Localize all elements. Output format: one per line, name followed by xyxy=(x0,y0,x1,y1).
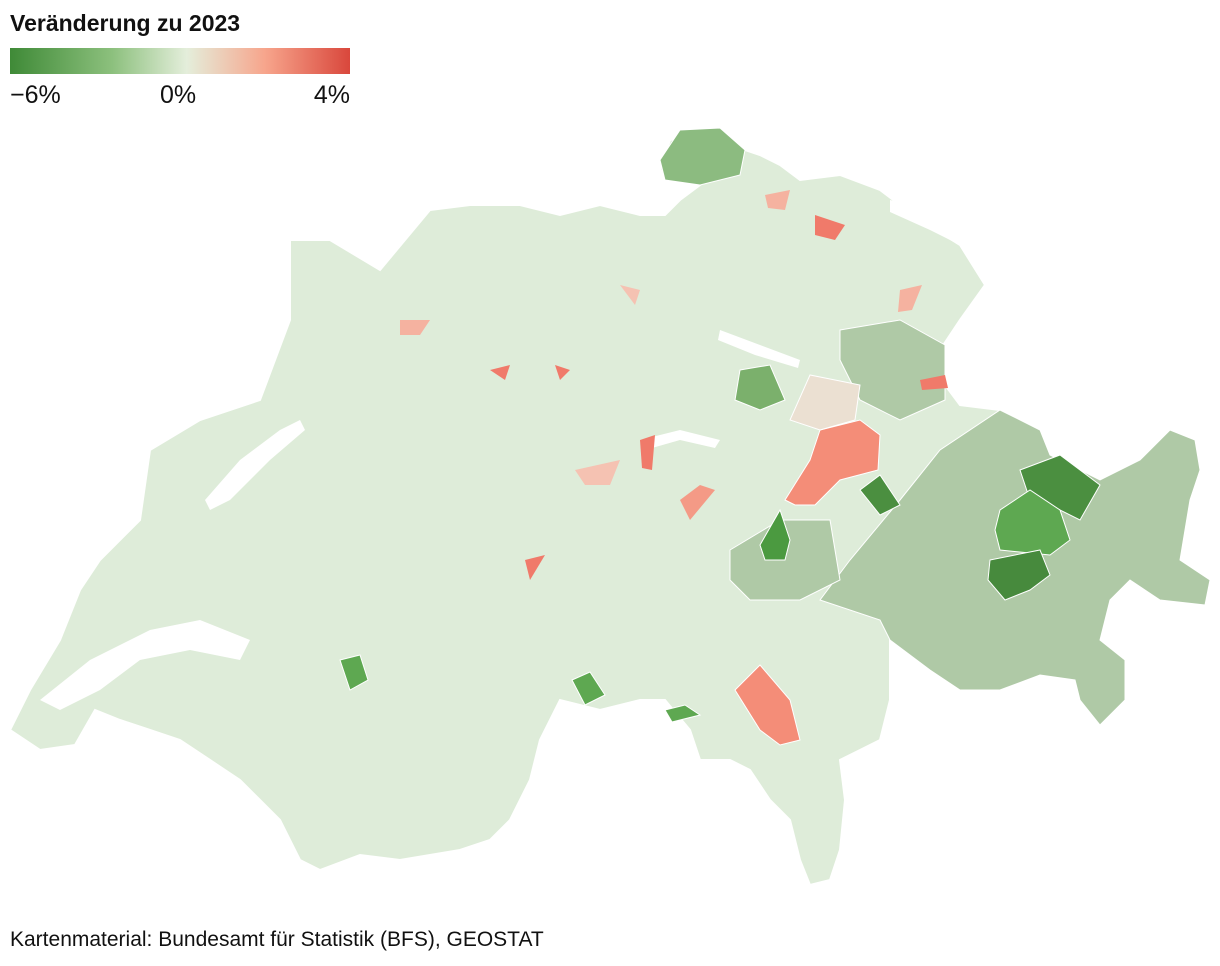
region-dark-green-3 xyxy=(759,508,791,561)
region-red-k xyxy=(400,320,430,335)
region-red-a xyxy=(680,485,715,520)
region-red-f xyxy=(815,215,845,240)
region-ticino-green xyxy=(664,704,702,723)
region-red-d xyxy=(555,365,570,380)
lake-neuchatel xyxy=(205,420,305,510)
region-mid-green-1 xyxy=(994,489,1071,556)
region-glarus xyxy=(784,419,881,506)
legend-gradient-bar xyxy=(10,48,350,74)
region-red-e xyxy=(640,435,655,470)
region-red-l xyxy=(620,285,640,305)
region-red-i xyxy=(765,190,790,210)
region-valais-2 xyxy=(571,671,606,706)
lake-lucerne xyxy=(640,430,720,450)
lake-zurich xyxy=(718,330,800,368)
region-red-c xyxy=(490,365,510,380)
region-dark-green-2 xyxy=(987,549,1051,601)
region-red-j xyxy=(525,555,545,580)
legend-mid-label: 0% xyxy=(160,81,197,109)
region-schaffhausen xyxy=(659,127,746,186)
map-title: Veränderung zu 2023 xyxy=(10,10,241,36)
region-valais-1 xyxy=(339,654,369,691)
color-legend: −6% 0% 4% xyxy=(10,48,350,109)
region-ticino-red xyxy=(734,664,801,746)
legend-max-label: 4% xyxy=(313,81,350,109)
region-dark-green-4 xyxy=(859,474,901,516)
region-beige xyxy=(789,374,861,431)
region-red-h xyxy=(920,375,948,390)
lake-constance xyxy=(890,200,975,250)
switzerland-map xyxy=(8,126,1212,887)
source-note: Kartenmaterial: Bundesamt für Statistik … xyxy=(10,928,544,951)
region-red-b xyxy=(575,460,620,485)
region-green-5 xyxy=(734,364,786,411)
region-sg-east xyxy=(839,319,946,421)
region-red-g xyxy=(898,285,922,312)
legend-min-label: −6% xyxy=(10,81,61,109)
lake-geneva xyxy=(40,620,250,710)
